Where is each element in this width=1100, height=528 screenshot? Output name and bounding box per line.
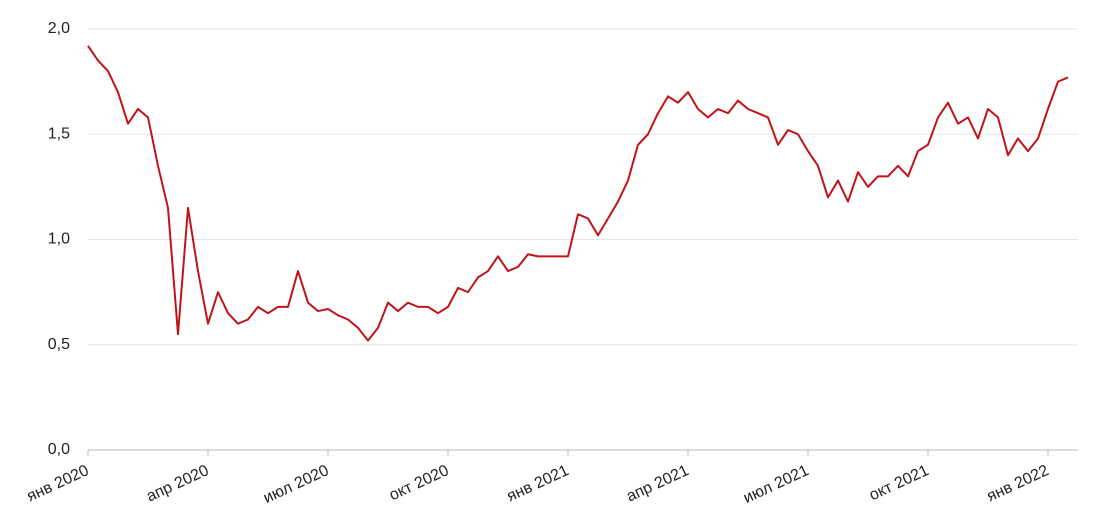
x-tick-label: янв 2021 [504,462,571,505]
x-tick-label: июл 2020 [261,462,332,507]
y-tick-label: 2,0 [48,20,70,37]
y-tick-label: 1,5 [48,125,70,142]
x-tick-label: апр 2021 [624,462,692,506]
y-tick-label: 0,0 [48,441,70,458]
x-tick-label: окт 2020 [387,462,452,504]
x-tick-label: окт 2021 [867,462,932,504]
x-tick-label: июл 2021 [741,462,812,507]
data-line [87,45,1069,342]
y-tick-label: 1,0 [48,231,70,248]
y-tick-label: 0,5 [48,336,70,353]
x-tick-label: апр 2020 [144,462,212,506]
x-tick-label: янв 2020 [24,462,91,505]
x-tick-label: янв 2022 [984,462,1051,505]
